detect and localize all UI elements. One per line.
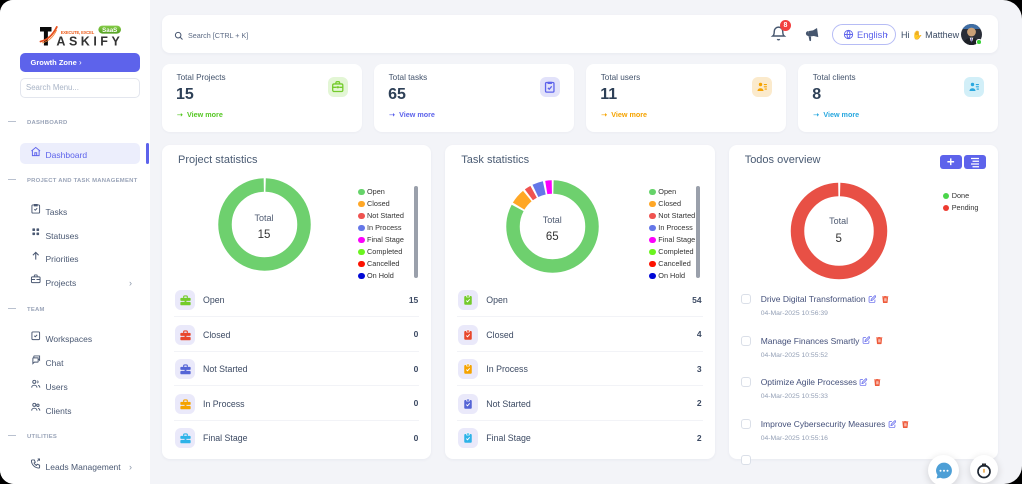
svg-text:ASKIFY: ASKIFY	[56, 34, 122, 48]
svg-text:EXECUTE, EXCEL: EXECUTE, EXCEL	[61, 30, 95, 35]
svg-text:SaaS: SaaS	[102, 27, 117, 34]
